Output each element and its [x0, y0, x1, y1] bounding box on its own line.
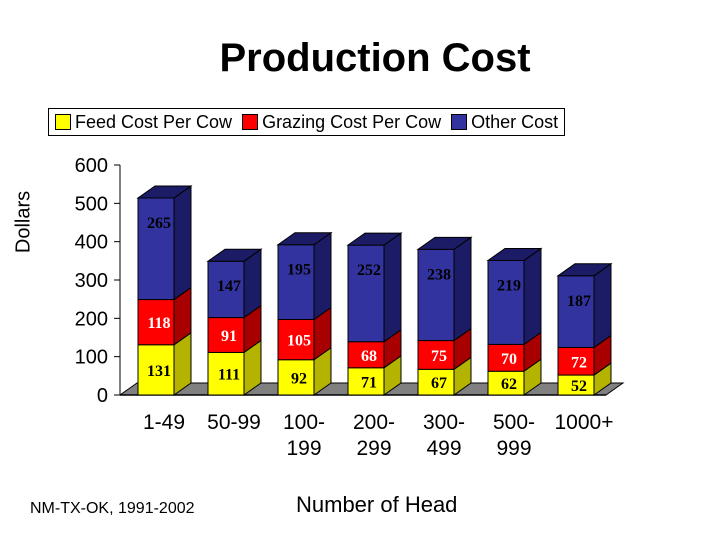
- x-tick-label: 199: [286, 437, 321, 460]
- data-label: 187: [567, 293, 591, 310]
- x-tick-label: 299: [356, 437, 391, 460]
- data-label: 238: [427, 266, 451, 283]
- chart-title: Production Cost: [219, 36, 531, 80]
- x-axis-label: Number of Head: [296, 492, 458, 517]
- data-label: 131: [147, 363, 171, 380]
- bar-segment-front: [207, 260, 245, 319]
- legend-label-feed: Feed Cost Per Cow: [75, 111, 233, 132]
- y-tick-label: 100: [75, 347, 108, 369]
- x-tick-label: 500-: [493, 411, 535, 434]
- bar-segment-front: [137, 197, 175, 301]
- y-tick-label: 500: [75, 193, 108, 215]
- bar-segment-front: [417, 248, 455, 342]
- y-tick-label: 300: [75, 270, 108, 292]
- bar-top-face: [416, 236, 473, 250]
- bar-segment-front: [417, 368, 455, 396]
- bar-segment-front: [487, 343, 525, 372]
- bar-top-face: [276, 232, 333, 246]
- x-tick-label: 200-: [353, 411, 395, 434]
- x-tick-label: 1000+: [555, 411, 614, 434]
- bar-segment-side: [523, 247, 542, 346]
- y-tick-label: 0: [97, 385, 108, 407]
- footnote: NM-TX-OK, 1991-2002: [30, 500, 195, 517]
- bar-segment-side: [593, 262, 612, 349]
- data-label: 68: [361, 348, 377, 365]
- legend-label-grazing: Grazing Cost Per Cow: [262, 111, 442, 132]
- data-label: 91: [221, 328, 237, 345]
- bar-top-face: [206, 248, 263, 262]
- data-label: 147: [217, 278, 241, 295]
- x-tick-label: 100-: [283, 411, 325, 434]
- data-label: 62: [501, 376, 517, 393]
- bar-segment-front: [487, 259, 525, 345]
- y-tick-label: 200: [75, 308, 108, 330]
- legend-item-other: Other Cost: [451, 112, 558, 133]
- x-tick-label: 1-49: [143, 411, 185, 434]
- bar-segment-side: [313, 231, 332, 321]
- x-tick-label: 300-: [423, 411, 465, 434]
- bar-segment-front: [417, 340, 455, 370]
- data-label: 195: [287, 262, 311, 279]
- chart-legend: Feed Cost Per Cow Grazing Cost Per Cow O…: [48, 108, 566, 136]
- data-label: 71: [361, 374, 377, 391]
- x-tick-label: 999: [496, 437, 531, 460]
- bar-top-face: [136, 185, 193, 199]
- bar-segment-front: [557, 275, 595, 348]
- bar-top-face: [346, 232, 403, 246]
- x-tick-label: 50-99: [207, 411, 261, 434]
- data-label: 118: [147, 315, 170, 332]
- data-label: 67: [431, 375, 447, 392]
- data-label: 92: [291, 370, 307, 387]
- data-label: 111: [218, 367, 240, 384]
- data-label: 72: [571, 354, 587, 371]
- bar-segment-side: [173, 185, 192, 301]
- legend-swatch-other: [451, 114, 468, 130]
- data-label: 219: [497, 277, 521, 294]
- x-tick-label: 499: [426, 437, 461, 460]
- bar-top-face: [486, 247, 543, 261]
- bar-segment-side: [383, 232, 402, 343]
- data-label: 265: [147, 215, 171, 232]
- bar-segment-front: [347, 244, 385, 343]
- data-label: 252: [357, 262, 381, 279]
- legend-swatch-grazing: [242, 114, 259, 130]
- legend-label-other: Other Cost: [471, 111, 559, 132]
- legend-swatch-feed: [55, 114, 71, 130]
- data-label: 75: [431, 348, 447, 365]
- bar-top-face: [556, 263, 613, 277]
- bar-segment-side: [453, 236, 472, 342]
- bar-segment-front: [137, 299, 175, 346]
- y-tick-label: 400: [75, 232, 108, 254]
- y-tick-label: 600: [75, 155, 108, 177]
- data-label: 70: [501, 351, 517, 368]
- legend-item-feed: Feed Cost Per Cow: [55, 112, 232, 133]
- bar-segment-front: [277, 244, 315, 320]
- bar-segment-front: [557, 346, 595, 376]
- legend-item-grazing: Grazing Cost Per Cow: [242, 112, 441, 133]
- data-label: 105: [287, 333, 311, 350]
- data-label: 52: [571, 378, 587, 395]
